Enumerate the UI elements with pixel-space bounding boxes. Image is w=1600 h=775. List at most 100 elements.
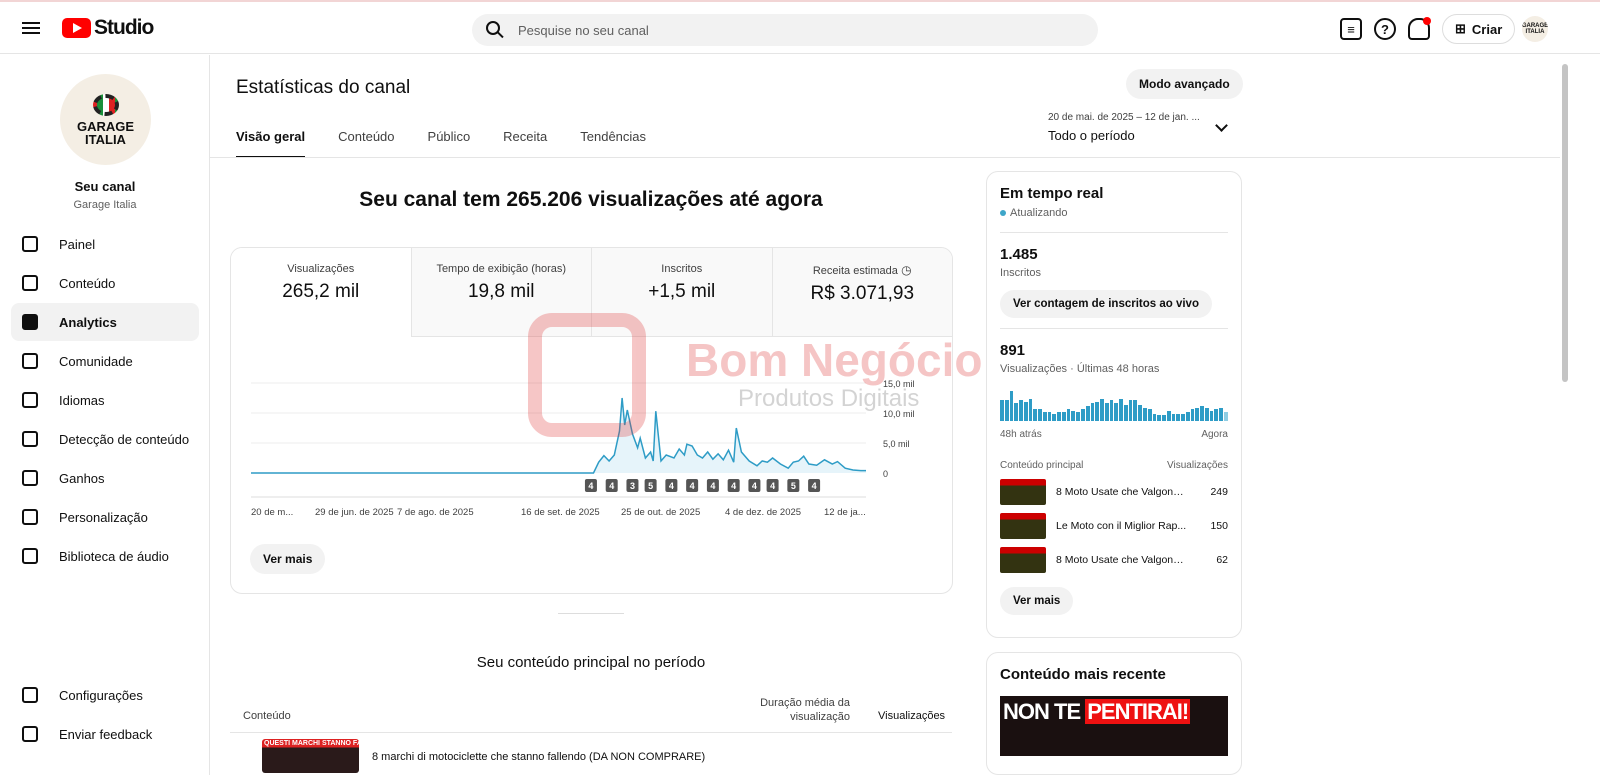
scrollbar[interactable]: [1562, 64, 1568, 382]
realtime-bar[interactable]: [1185, 412, 1190, 421]
kpi-tab-visualizacoes[interactable]: Visualizações 265,2 mil: [231, 248, 412, 337]
realtime-bar[interactable]: [1042, 412, 1047, 421]
realtime-bar[interactable]: [1119, 398, 1123, 421]
realtime-bar[interactable]: [1181, 413, 1185, 421]
publish-marker[interactable]: [787, 479, 800, 492]
sidebar-item-ganhos[interactable]: Ganhos: [11, 459, 199, 497]
realtime-bar[interactable]: [1104, 403, 1109, 421]
kpi-tab-receita-estimada[interactable]: Receita estimada ◷ R$ 3.071,93: [772, 248, 952, 337]
realtime-bar[interactable]: [1147, 409, 1152, 421]
realtime-bar[interactable]: [1114, 403, 1119, 421]
publish-marker[interactable]: [665, 479, 678, 492]
channel-avatar[interactable]: GARAGE ITALIA: [60, 74, 151, 165]
menu-icon[interactable]: [22, 19, 40, 37]
realtime-bar[interactable]: [1047, 412, 1052, 421]
publish-marker[interactable]: [605, 479, 618, 492]
help-icon[interactable]: ?: [1374, 18, 1396, 40]
realtime-bar[interactable]: [1209, 410, 1214, 421]
realtime-bar[interactable]: [1152, 413, 1157, 421]
realtime-bar[interactable]: [1038, 409, 1042, 421]
realtime-bar[interactable]: [1204, 407, 1209, 421]
realtime-bar[interactable]: [1014, 403, 1019, 421]
realtime-bar[interactable]: [1171, 413, 1176, 421]
realtime-bar[interactable]: [1071, 410, 1076, 421]
realtime-bar[interactable]: [1176, 413, 1181, 421]
realtime-bar[interactable]: [1133, 400, 1138, 421]
realtime-bar[interactable]: [1028, 398, 1033, 421]
realtime-bar[interactable]: [1009, 391, 1014, 421]
video-title[interactable]: 8 marchi di motociclette che stanno fall…: [372, 751, 706, 763]
sidebar-item-biblioteca-de-audio[interactable]: Biblioteca de áudio: [11, 537, 199, 575]
realtime-bar[interactable]: [1023, 401, 1028, 421]
comments-icon[interactable]: ≡: [1340, 18, 1362, 40]
realtime-bar[interactable]: [1138, 404, 1142, 421]
publish-marker[interactable]: [686, 479, 699, 492]
sidebar-item-configuracoes[interactable]: Configurações: [11, 676, 199, 714]
realtime-bar[interactable]: [1142, 407, 1147, 421]
list-item[interactable]: 8 Moto Usate che Valgono ... 249: [1000, 479, 1228, 505]
sidebar-item-idiomas[interactable]: Idiomas: [11, 381, 199, 419]
realtime-bar[interactable]: [1100, 398, 1104, 421]
list-item[interactable]: Le Moto con il Miglior Rap... 150: [1000, 513, 1228, 539]
tab-tendencias[interactable]: Tendências: [580, 129, 647, 144]
realtime-bar[interactable]: [1166, 410, 1171, 421]
realtime-bar[interactable]: [1223, 412, 1228, 421]
publish-marker[interactable]: [808, 479, 821, 492]
realtime-bar[interactable]: [1085, 406, 1090, 421]
account-avatar[interactable]: GARAGE ITALIA: [1522, 16, 1548, 42]
publish-marker[interactable]: [584, 479, 597, 492]
realtime-bar[interactable]: [1200, 406, 1204, 421]
col-views[interactable]: Visualizações: [878, 710, 946, 722]
publish-marker[interactable]: [706, 479, 719, 492]
live-count-button[interactable]: Ver contagem de inscritos ao vivo: [1000, 290, 1212, 318]
sidebar-item-personalizacao[interactable]: Personalização: [11, 498, 199, 536]
sidebar-item-comunidade[interactable]: Comunidade: [11, 342, 199, 380]
list-item[interactable]: 8 Moto Usate che Valgono O... 62: [1000, 547, 1228, 573]
sidebar-item-enviar-feedback[interactable]: Enviar feedback: [11, 715, 199, 753]
realtime-bar[interactable]: [1066, 409, 1071, 421]
advanced-mode-button[interactable]: Modo avançado: [1126, 69, 1243, 99]
realtime-bar[interactable]: [1019, 400, 1023, 421]
realtime-bar[interactable]: [1090, 403, 1095, 421]
tab-receita[interactable]: Receita: [503, 129, 548, 144]
realtime-bar[interactable]: [1076, 412, 1081, 421]
realtime-bar[interactable]: [1128, 400, 1133, 421]
realtime-bar[interactable]: [1057, 412, 1061, 421]
publish-marker[interactable]: [748, 479, 761, 492]
bell-icon[interactable]: [1408, 17, 1431, 40]
studio-logo[interactable]: Studio: [62, 16, 154, 40]
publish-marker[interactable]: [626, 479, 639, 492]
realtime-bar[interactable]: [1052, 413, 1057, 421]
publish-marker[interactable]: [766, 479, 779, 492]
realtime-bar[interactable]: [1000, 400, 1004, 421]
sidebar-item-painel[interactable]: Painel: [11, 225, 199, 263]
publish-marker[interactable]: [727, 479, 740, 492]
publish-marker[interactable]: [644, 479, 657, 492]
tab-conteudo[interactable]: Conteúdo: [338, 129, 395, 144]
kpi-tab-tempo-de-exibicao-horas-[interactable]: Tempo de exibição (horas) 19,8 mil: [411, 248, 592, 337]
sidebar-item-conteudo[interactable]: Conteúdo: [11, 264, 199, 302]
realtime-bar[interactable]: [1219, 407, 1223, 421]
kpi-tab-inscritos[interactable]: Inscritos +1,5 mil: [592, 248, 773, 337]
realtime-bar[interactable]: [1214, 409, 1219, 421]
see-more-button[interactable]: Ver mais: [250, 544, 326, 574]
create-button[interactable]: ⊞ Criar: [1442, 14, 1516, 44]
realtime-bar[interactable]: [1033, 409, 1038, 421]
realtime-bar[interactable]: [1195, 407, 1200, 421]
col-avg-duration[interactable]: Duração média da visualização: [760, 697, 850, 723]
realtime-bar[interactable]: [1162, 415, 1166, 421]
realtime-bar[interactable]: [1190, 409, 1195, 421]
tab-publico[interactable]: Público: [427, 129, 471, 144]
realtime-bar[interactable]: [1095, 401, 1100, 421]
sidebar-item-deteccao-de-conteudo[interactable]: Detecção de conteúdo: [11, 420, 199, 458]
sidebar-item-analytics[interactable]: Analytics: [11, 303, 199, 341]
search-input[interactable]: Pesquise no seu canal: [472, 14, 1098, 46]
realtime-bar[interactable]: [1123, 404, 1128, 421]
realtime-bar[interactable]: [1061, 412, 1066, 421]
realtime-bar[interactable]: [1109, 400, 1114, 421]
realtime-bar[interactable]: [1157, 415, 1162, 421]
realtime-bar[interactable]: [1004, 400, 1009, 421]
realtime-bar[interactable]: [1081, 409, 1085, 421]
latest-thumbnail[interactable]: NON TE PENTIRAI!: [1000, 696, 1228, 756]
tab-visao-geral[interactable]: Visão geral: [236, 129, 306, 158]
